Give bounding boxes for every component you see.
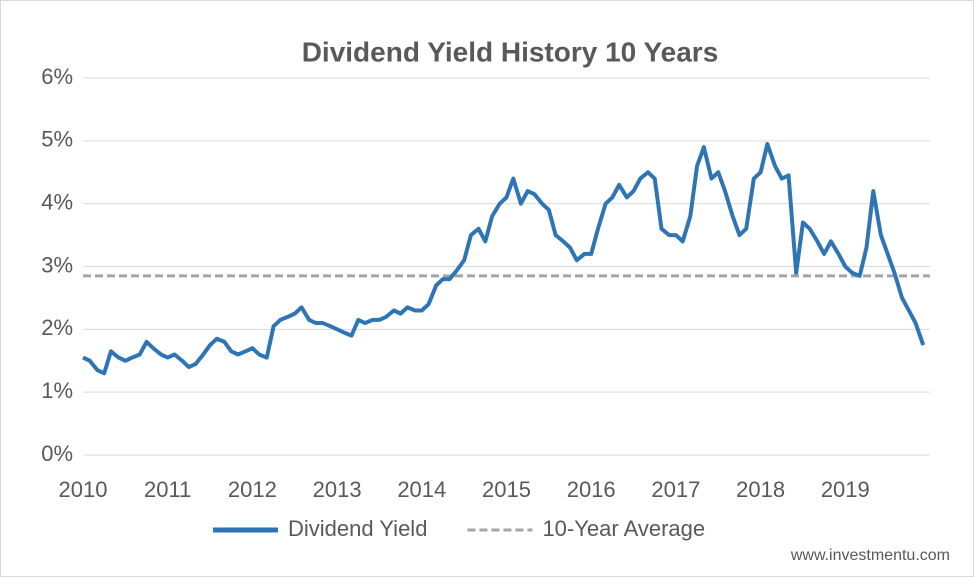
- x-tick-label: 2017: [651, 477, 700, 502]
- y-tick-label: 1%: [41, 378, 73, 403]
- y-tick-label: 4%: [41, 189, 73, 214]
- x-tick-label: 2015: [482, 477, 531, 502]
- x-tick-label: 2010: [59, 477, 108, 502]
- chart-title: Dividend Yield History 10 Years: [302, 36, 719, 67]
- x-tick-label: 2019: [821, 477, 870, 502]
- x-tick-label: 2011: [144, 477, 191, 502]
- y-tick-label: 3%: [41, 252, 73, 277]
- y-tick-label: 6%: [41, 64, 73, 89]
- y-tick-label: 0%: [41, 441, 73, 466]
- data-line: [82, 141, 926, 376]
- watermark: www.investmentu.com: [790, 547, 950, 564]
- x-tick-label: 2018: [736, 477, 785, 502]
- y-tick-label: 2%: [41, 315, 73, 340]
- legend-label: Dividend Yield: [288, 516, 427, 541]
- legend-label: 10-Year Average: [542, 516, 705, 541]
- x-tick-label: 2012: [228, 477, 277, 502]
- x-tick-label: 2016: [567, 477, 616, 502]
- y-tick-label: 5%: [41, 127, 73, 152]
- x-tick-label: 2014: [397, 477, 446, 502]
- x-tick-label: 2013: [313, 477, 362, 502]
